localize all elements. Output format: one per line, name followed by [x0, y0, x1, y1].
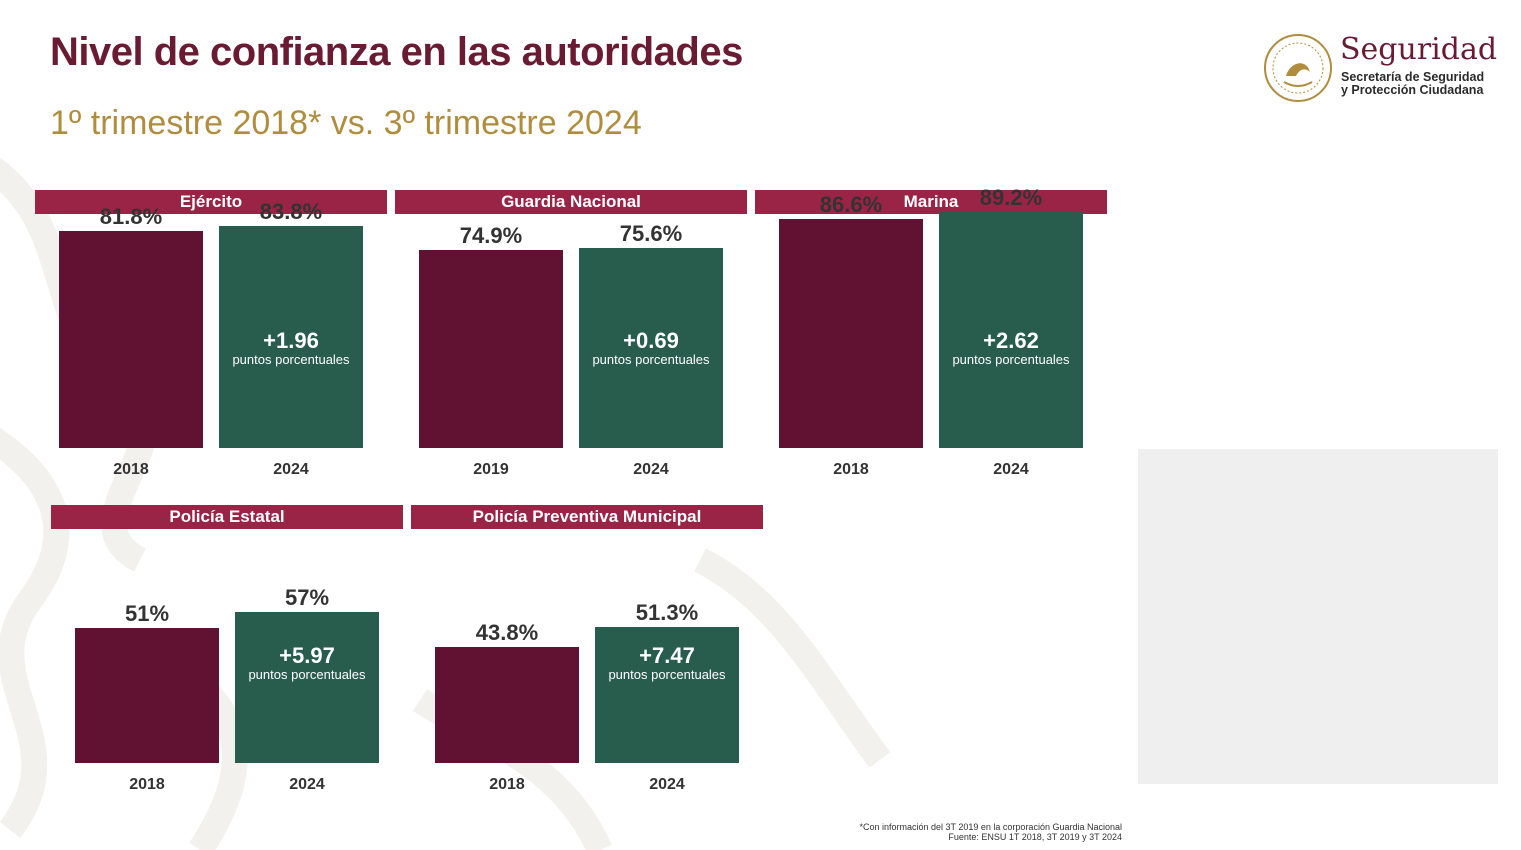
delta-annotation: +7.47 puntos porcentuales	[595, 645, 739, 683]
category-label: 2024	[649, 776, 685, 793]
bar-value-label: 51.3%	[635, 600, 699, 625]
delta-annotation: +0.69 puntos porcentuales	[579, 330, 723, 368]
bar-value-label: 74.9%	[459, 223, 523, 248]
bar-2024	[219, 226, 363, 448]
chart-title: Policía Estatal	[51, 505, 403, 529]
category-label: 2018	[129, 776, 165, 793]
bar-2024	[595, 627, 739, 763]
category-label: 2024	[273, 461, 309, 478]
chart-panel: Policía Estatal 51% 2018 57% 2024 +5.97 puntos…	[51, 505, 403, 805]
bar-2024	[939, 212, 1083, 448]
bar-value-label: 86.6%	[819, 192, 883, 217]
delta-unit: puntos porcentuales	[248, 667, 366, 682]
page-subtitle: 1º trimestre 2018* vs. 3º trimestre 2024	[50, 104, 642, 142]
footnote-source: Fuente: ENSU 1T 2018, 3T 2019 y 3T 2024	[948, 832, 1122, 842]
bar-value-label: 83.8%	[259, 199, 323, 224]
bar-value-label: 81.8%	[99, 204, 163, 229]
chart-panel: Marina 86.6% 2018 89.2% 2024 +2.62 puntos porc…	[755, 186, 1107, 490]
chart-panel: Policía Preventiva Municipal 43.8% 2018 51.…	[411, 505, 763, 805]
delta-annotation: +2.62 puntos porcentuales	[939, 330, 1083, 368]
placeholder-panel	[1138, 449, 1498, 784]
logo-agency-line2: y Protección Ciudadana	[1341, 83, 1484, 97]
bar-value-label: 51%	[124, 601, 170, 626]
category-label: 2024	[993, 461, 1029, 478]
category-label: 2024	[289, 776, 325, 793]
bar-2024	[579, 248, 723, 448]
delta-value: +1.96	[263, 328, 319, 353]
bar-earlier-year	[75, 628, 219, 763]
bar-value-label: 75.6%	[619, 221, 683, 246]
delta-value: +5.97	[279, 643, 335, 668]
bar-earlier-year	[59, 231, 203, 448]
bar-earlier-year	[419, 250, 563, 448]
delta-unit: puntos porcentuales	[232, 352, 350, 367]
chart-title: Policía Preventiva Municipal	[411, 505, 763, 529]
category-label: 2018	[489, 776, 525, 793]
logo-agency-line1: Secretaría de Seguridad	[1341, 70, 1485, 84]
delta-unit: puntos porcentuales	[608, 667, 726, 682]
bar-earlier-year	[435, 647, 579, 763]
bar-value-label: 43.8%	[475, 620, 539, 645]
category-label: 2024	[633, 461, 669, 478]
delta-value: +2.62	[983, 328, 1039, 353]
page-title: Nivel de confianza en las autoridades	[50, 30, 743, 74]
chart-panel: Ejército 81.8% 2018 83.8% 2024 +1.96 puntos po…	[35, 190, 387, 490]
chart-title: Marina	[755, 190, 1107, 214]
chart-title: Guardia Nacional	[395, 190, 747, 214]
delta-value: +0.69	[623, 328, 679, 353]
delta-unit: puntos porcentuales	[952, 352, 1070, 367]
bar-value-label: 57%	[284, 585, 330, 610]
delta-unit: puntos porcentuales	[592, 352, 710, 367]
seguridad-logo: Seguridad Secretaría de Seguridad y Prot…	[1262, 30, 1507, 102]
bar-value-label: 89.2%	[979, 185, 1043, 210]
bar-earlier-year	[779, 219, 923, 448]
delta-annotation: +1.96 puntos porcentuales	[219, 330, 363, 368]
national-seal-icon	[1264, 34, 1332, 102]
category-label: 2019	[473, 461, 509, 478]
footnote-note: *Con información del 3T 2019 en la corpo…	[859, 822, 1123, 832]
bar-2024	[235, 612, 379, 763]
chart-panel: Guardia Nacional 74.9% 2019 75.6% 2024 +0.69 p…	[395, 190, 747, 490]
chart-title: Ejército	[35, 190, 387, 214]
category-label: 2018	[833, 461, 869, 478]
delta-annotation: +5.97 puntos porcentuales	[235, 645, 379, 683]
delta-value: +7.47	[639, 643, 695, 668]
logo-brand: Seguridad	[1340, 32, 1498, 67]
category-label: 2018	[113, 461, 149, 478]
